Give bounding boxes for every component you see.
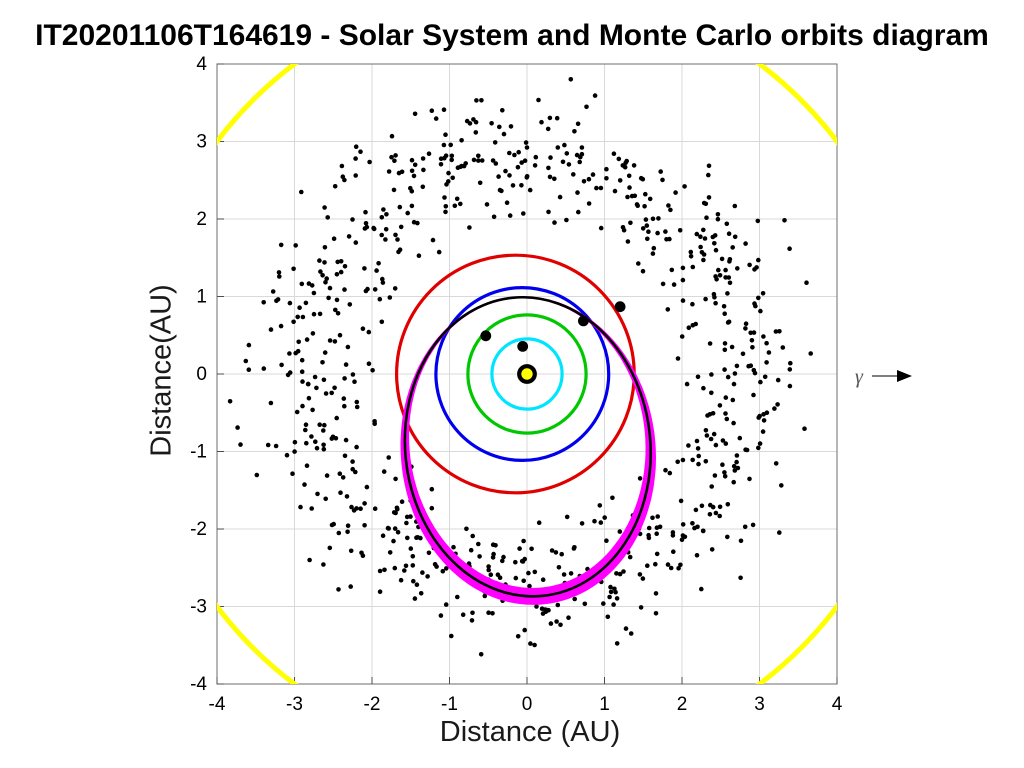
- svg-text:-2: -2: [364, 694, 381, 715]
- svg-text:-3: -3: [286, 694, 303, 715]
- svg-text:-1: -1: [190, 442, 207, 463]
- svg-text:-4: -4: [209, 694, 226, 715]
- svg-text:-4: -4: [190, 674, 207, 695]
- svg-text:1: 1: [599, 694, 610, 715]
- svg-text:2: 2: [196, 209, 207, 230]
- svg-text:-3: -3: [190, 597, 207, 618]
- svg-text:4: 4: [196, 54, 207, 75]
- svg-text:3: 3: [754, 694, 765, 715]
- svg-text:γ: γ: [855, 366, 864, 388]
- svg-text:2: 2: [677, 694, 688, 715]
- svg-text:-2: -2: [190, 519, 207, 540]
- svg-text:0: 0: [196, 364, 207, 385]
- svg-text:4: 4: [832, 694, 843, 715]
- svg-text:-1: -1: [441, 694, 458, 715]
- svg-text:0: 0: [522, 694, 533, 715]
- svg-text:1: 1: [196, 287, 207, 308]
- svg-text:3: 3: [196, 132, 207, 153]
